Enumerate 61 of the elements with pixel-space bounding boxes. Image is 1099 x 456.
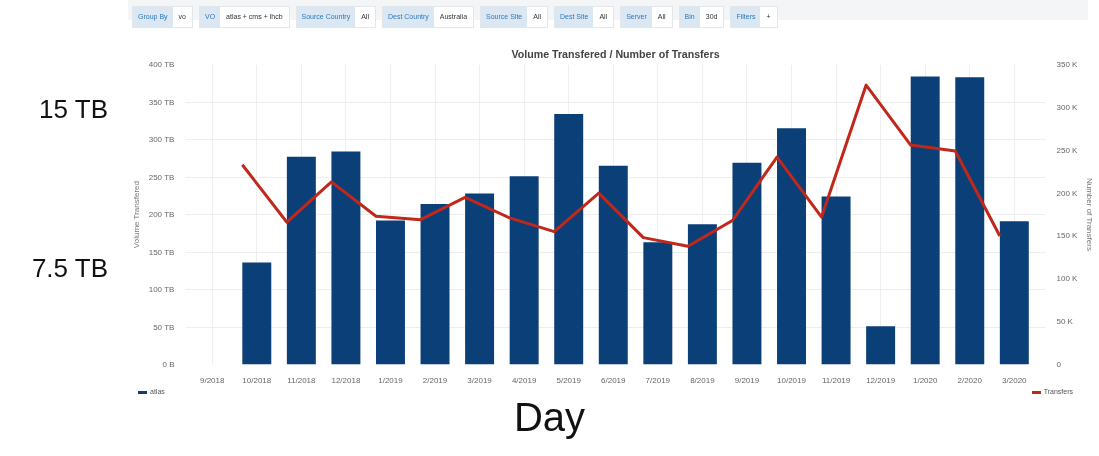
x-tick-label: 2/2020: [957, 375, 983, 385]
y2-tick-label: 350 K: [1056, 60, 1079, 69]
bar: [598, 165, 628, 365]
bar: [643, 242, 673, 365]
y2-tick-label: 50 K: [1056, 317, 1074, 327]
x-tick-label: 2/2019: [422, 375, 448, 385]
y2-tick-label: 300 K: [1056, 102, 1079, 112]
x-tick-label: 1/2019: [378, 375, 404, 385]
x-tick-label: 10/2018: [242, 375, 272, 385]
bar: [732, 162, 762, 365]
x-tick-label: 7/2019: [645, 375, 671, 385]
x-tick-label: 11/2019: [821, 375, 851, 385]
y2-tick-label: 0: [1056, 360, 1062, 369]
bar: [777, 128, 806, 365]
bar: [242, 262, 272, 365]
bar: [375, 220, 405, 365]
x-tick-label: 8/2019: [690, 375, 716, 385]
y2-axis-title: Number of Transfers: [1085, 177, 1095, 251]
x-tick-label: 12/2018: [331, 375, 361, 385]
x-tick-label: 1/2020: [912, 375, 938, 385]
y-tick-label: 350 TB: [148, 97, 175, 107]
y-tick-label: 250 TB: [148, 172, 175, 182]
y2-tick-label: 150 K: [1056, 231, 1079, 241]
y-tick-label: 200 TB: [148, 210, 175, 219]
bar: [331, 151, 361, 365]
x-tick-label: 12/2019: [866, 375, 896, 385]
bar: [821, 196, 851, 365]
y-tick-label: 0 B: [162, 360, 175, 369]
x-tick-label: 4/2019: [511, 375, 537, 385]
y-axis-title: Volume Transfered: [131, 180, 141, 249]
x-tick-label: 3/2020: [1002, 375, 1028, 385]
y2-tick-label: 200 K: [1056, 188, 1079, 198]
y2-tick-label: 100 K: [1056, 274, 1079, 284]
bar: [866, 326, 896, 365]
x-tick-label: 11/2018: [287, 375, 317, 385]
text: Day: [512, 395, 587, 439]
y-tick-label: 300 TB: [148, 135, 175, 144]
x-tick-label: 6/2019: [601, 375, 627, 385]
bar: [465, 193, 495, 365]
x-tick-label: 10/2019: [777, 375, 807, 385]
bar: [999, 221, 1029, 365]
x-tick-label: 9/2019: [734, 375, 760, 385]
bar: [286, 156, 316, 365]
x-tick-label: 9/2018: [200, 375, 226, 385]
x-tick-label: 3/2019: [467, 375, 493, 385]
x-tick-label: 5/2019: [556, 375, 582, 385]
bar: [554, 114, 584, 365]
text: 7.5 TB: [30, 253, 108, 283]
y-tick-label: 400 TB: [148, 60, 175, 69]
chart-title: Volume Transfered / Number of Transfers: [511, 47, 720, 60]
line-series: [240, 83, 1002, 248]
bar: [687, 224, 717, 365]
y-tick-label: 100 TB: [148, 285, 175, 294]
bar: [420, 204, 450, 365]
bar: [910, 76, 940, 365]
bar: [955, 77, 985, 365]
y-tick-label: 50 TB: [153, 322, 175, 332]
y-tick-label: 150 TB: [148, 247, 175, 257]
text: 15 TB: [38, 94, 108, 124]
y2-tick-label: 250 K: [1056, 145, 1079, 155]
bar: [509, 176, 539, 365]
